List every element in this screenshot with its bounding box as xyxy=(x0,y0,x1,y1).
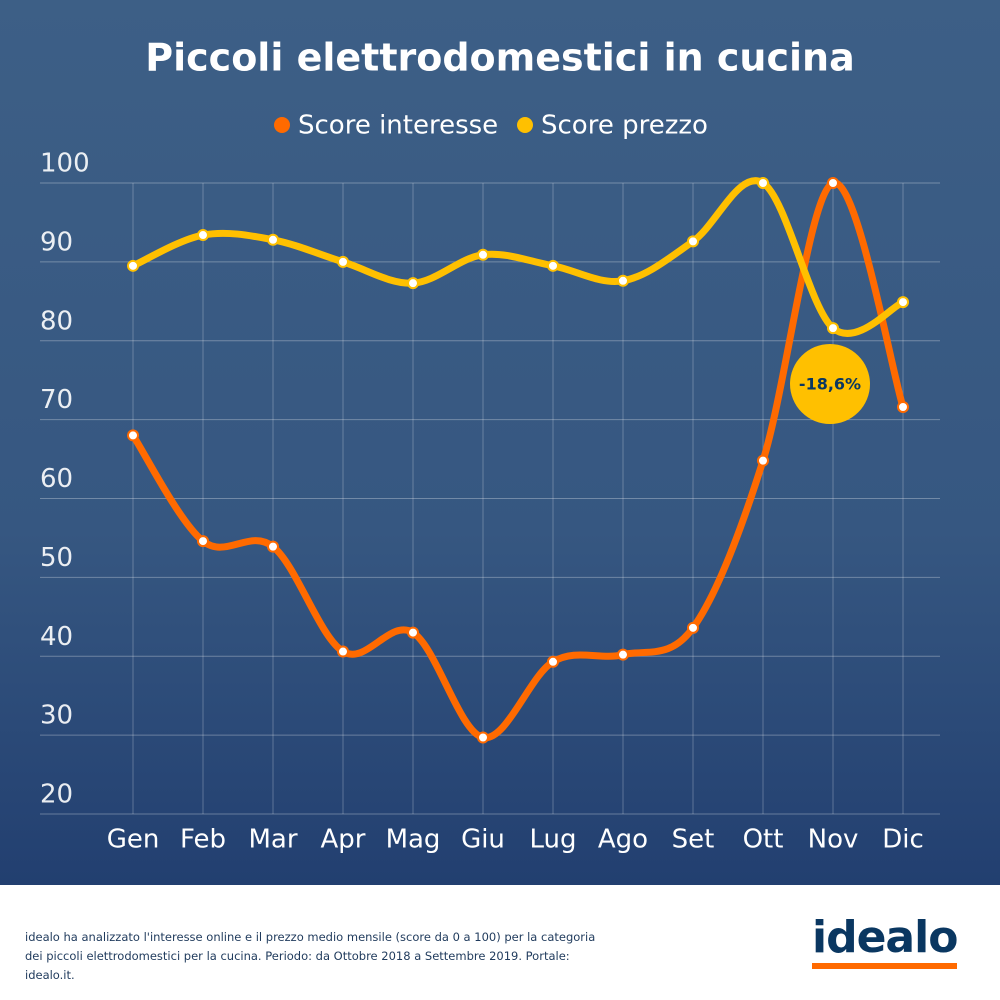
data-point xyxy=(337,645,349,658)
data-point xyxy=(897,401,909,414)
footer-note: idealo ha analizzato l'interesse online … xyxy=(25,930,596,982)
data-point xyxy=(127,259,139,272)
x-tick-label: Mar xyxy=(248,825,297,855)
y-tick-label: 100 xyxy=(40,149,90,179)
x-tick-label: Feb xyxy=(180,825,226,855)
x-tick-label: Giu xyxy=(461,825,505,855)
data-point xyxy=(827,177,839,189)
y-tick-label: 70 xyxy=(40,385,73,415)
chart-title: Piccoli elettrodomestici in cucina xyxy=(145,36,854,80)
x-tick-label: Gen xyxy=(107,825,160,855)
data-point xyxy=(757,454,769,467)
data-point xyxy=(477,248,489,261)
legend-label: Score interesse xyxy=(298,111,498,141)
data-point xyxy=(197,535,209,548)
data-point xyxy=(267,540,279,553)
x-tick-label: Apr xyxy=(321,825,366,855)
y-tick-label: 40 xyxy=(40,622,73,652)
data-point xyxy=(687,621,699,634)
y-tick-label: 90 xyxy=(40,227,73,257)
legend-marker xyxy=(517,117,533,133)
logo: idealo xyxy=(812,915,958,969)
data-point xyxy=(127,429,139,442)
chart: Piccoli elettrodomestici in cucina Score… xyxy=(0,0,1000,885)
data-point xyxy=(897,296,909,309)
background xyxy=(0,0,1000,885)
footer: idealo ha analizzato l'interesse online … xyxy=(0,885,1000,1000)
x-tick-label: Ott xyxy=(743,825,784,855)
x-tick-label: Lug xyxy=(529,825,576,855)
data-point xyxy=(827,322,839,335)
data-point xyxy=(687,235,699,248)
y-tick-label: 50 xyxy=(40,543,73,573)
data-point xyxy=(547,655,559,668)
annotation-text: -18,6% xyxy=(799,375,861,394)
data-point xyxy=(617,274,629,287)
data-point xyxy=(617,648,629,661)
y-tick-label: 30 xyxy=(40,701,73,731)
annotation-badge xyxy=(790,344,870,424)
x-tick-label: Dic xyxy=(882,825,924,855)
data-point xyxy=(337,255,349,268)
x-tick-label: Nov xyxy=(808,825,859,855)
legend-label: Score prezzo xyxy=(541,111,708,141)
x-tick-label: Mag xyxy=(386,825,441,855)
y-tick-label: 60 xyxy=(40,464,73,494)
x-tick-label: Set xyxy=(672,825,715,855)
y-tick-label: 20 xyxy=(40,780,73,810)
legend-marker xyxy=(274,117,290,133)
x-tick-label: Ago xyxy=(598,825,648,855)
data-point xyxy=(477,731,489,744)
data-point xyxy=(197,229,209,242)
data-point xyxy=(757,177,769,189)
data-point xyxy=(407,277,419,290)
y-tick-label: 80 xyxy=(40,306,73,336)
data-point xyxy=(547,259,559,272)
data-point xyxy=(267,233,279,246)
data-point xyxy=(407,626,419,639)
